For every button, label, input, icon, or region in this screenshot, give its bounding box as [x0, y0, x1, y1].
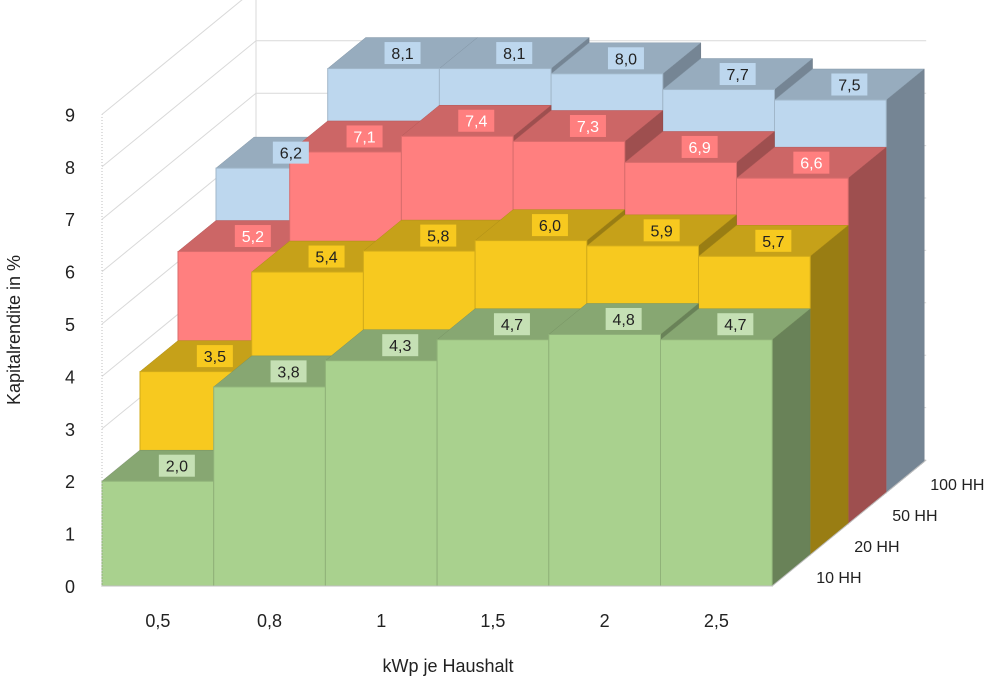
svg-text:7,1: 7,1 [353, 129, 375, 146]
data-label: 8,1 [496, 42, 533, 65]
svg-text:6,2: 6,2 [280, 146, 302, 163]
data-label: 6,0 [531, 214, 568, 237]
svg-text:5,7: 5,7 [762, 234, 784, 251]
svg-text:7,3: 7,3 [577, 119, 599, 136]
series-label: 100 HH [930, 477, 984, 494]
data-label: 4,3 [382, 334, 419, 357]
data-label: 6,9 [681, 135, 718, 158]
y-tick-label: 3 [65, 420, 75, 440]
svg-text:6,9: 6,9 [689, 140, 711, 157]
data-label: 5,2 [234, 225, 271, 248]
x-tick-label: 1,5 [480, 611, 505, 631]
data-label: 7,5 [831, 73, 868, 96]
y-tick-label: 0 [65, 577, 75, 597]
x-tick-label: 1 [376, 611, 386, 631]
y-tick-label: 1 [65, 525, 75, 545]
series-label: 10 HH [816, 570, 861, 587]
y-tick-label: 2 [65, 472, 75, 492]
data-label: 7,4 [458, 109, 495, 132]
data-labels-layer: 6,2 8,1 8,1 8,0 7,7 7,5 5,2 7,1 7,4 7,3 6,9 6,6 3,5 5… [158, 42, 868, 477]
x-tick-label: 0,8 [257, 611, 282, 631]
y-axis-label: Kapitalrendite in % [4, 255, 24, 405]
svg-text:5,4: 5,4 [315, 250, 337, 267]
data-label: 6,6 [793, 151, 830, 174]
data-label: 6,2 [272, 141, 309, 164]
data-label: 7,7 [719, 63, 756, 86]
x-tick-label: 2 [600, 611, 610, 631]
data-label: 5,7 [755, 229, 792, 252]
axes-layer: 0 1 2 3 4 5 6 7 8 9 0,5 0,8 1 1,5 2 2,5 10 HH 20 HH 50 HH 1… [65, 105, 984, 631]
svg-text:7,4: 7,4 [465, 114, 487, 131]
data-label: 5,9 [643, 219, 680, 242]
y-tick-label: 4 [65, 367, 75, 387]
x-tick-label: 2,5 [704, 611, 729, 631]
data-label: 7,3 [569, 114, 606, 137]
bar-10-hh-5 [659, 308, 811, 587]
data-label: 4,7 [493, 313, 530, 336]
svg-text:4,7: 4,7 [501, 317, 523, 334]
svg-text:3,8: 3,8 [277, 364, 299, 381]
svg-text:8,1: 8,1 [503, 46, 525, 63]
svg-text:5,9: 5,9 [651, 223, 673, 240]
gridline [101, 40, 927, 168]
data-label: 5,8 [420, 224, 457, 247]
svg-text:7,7: 7,7 [727, 67, 749, 84]
data-label: 4,7 [717, 313, 754, 336]
svg-text:6,6: 6,6 [800, 156, 822, 173]
x-tick-label: 0,5 [145, 611, 170, 631]
svg-text:8,0: 8,0 [615, 51, 637, 68]
svg-text:2,0: 2,0 [166, 459, 188, 476]
data-label: 3,5 [196, 345, 233, 368]
data-label: 7,1 [346, 125, 383, 148]
svg-text:5,8: 5,8 [427, 229, 449, 246]
svg-text:3,5: 3,5 [204, 349, 226, 366]
y-tick-label: 9 [65, 105, 75, 125]
svg-text:6,0: 6,0 [539, 218, 561, 235]
y-tick-label: 7 [65, 210, 75, 230]
gridline [101, 0, 243, 115]
data-label: 8,0 [607, 47, 644, 70]
series-label: 50 HH [892, 508, 937, 525]
svg-text:4,8: 4,8 [613, 312, 635, 329]
y-tick-label: 8 [65, 158, 75, 178]
svg-text:8,1: 8,1 [391, 46, 413, 63]
svg-text:4,7: 4,7 [724, 317, 746, 334]
depth-axis-line [771, 459, 927, 587]
data-label: 2,0 [158, 454, 195, 477]
svg-text:5,2: 5,2 [242, 229, 264, 246]
x-axis-label: kWp je Haushalt [382, 656, 513, 676]
svg-text:4,3: 4,3 [389, 338, 411, 355]
svg-text:7,5: 7,5 [838, 78, 860, 95]
series-label: 20 HH [854, 539, 899, 556]
data-label: 4,8 [605, 307, 642, 330]
data-label: 3,8 [270, 360, 307, 383]
data-label: 8,1 [384, 42, 421, 65]
data-label: 5,4 [308, 245, 345, 268]
bars-layer [101, 37, 925, 587]
y-tick-label: 5 [65, 315, 75, 335]
y-tick-label: 6 [65, 263, 75, 283]
